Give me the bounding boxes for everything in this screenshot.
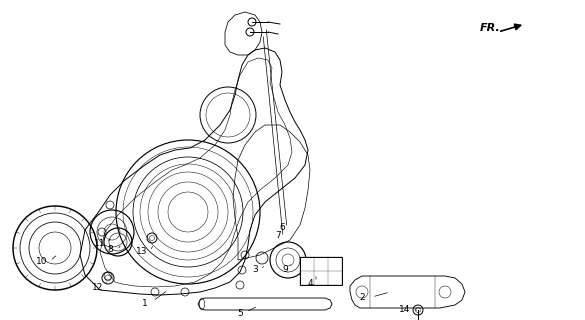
Text: 6: 6 (279, 222, 285, 231)
Text: 9: 9 (282, 266, 288, 275)
Text: 14: 14 (400, 306, 411, 315)
Text: FR.: FR. (480, 23, 501, 33)
Text: 1: 1 (142, 299, 148, 308)
FancyBboxPatch shape (300, 257, 342, 285)
Text: 13: 13 (136, 247, 148, 257)
Text: 4: 4 (307, 279, 313, 289)
Text: 10: 10 (36, 258, 48, 267)
Text: 3: 3 (252, 266, 258, 275)
Text: 11: 11 (94, 239, 106, 249)
Text: 5: 5 (237, 309, 243, 318)
Text: 7: 7 (275, 231, 281, 241)
Text: 12: 12 (92, 283, 104, 292)
Text: 8: 8 (107, 245, 113, 254)
Text: 2: 2 (359, 292, 365, 301)
